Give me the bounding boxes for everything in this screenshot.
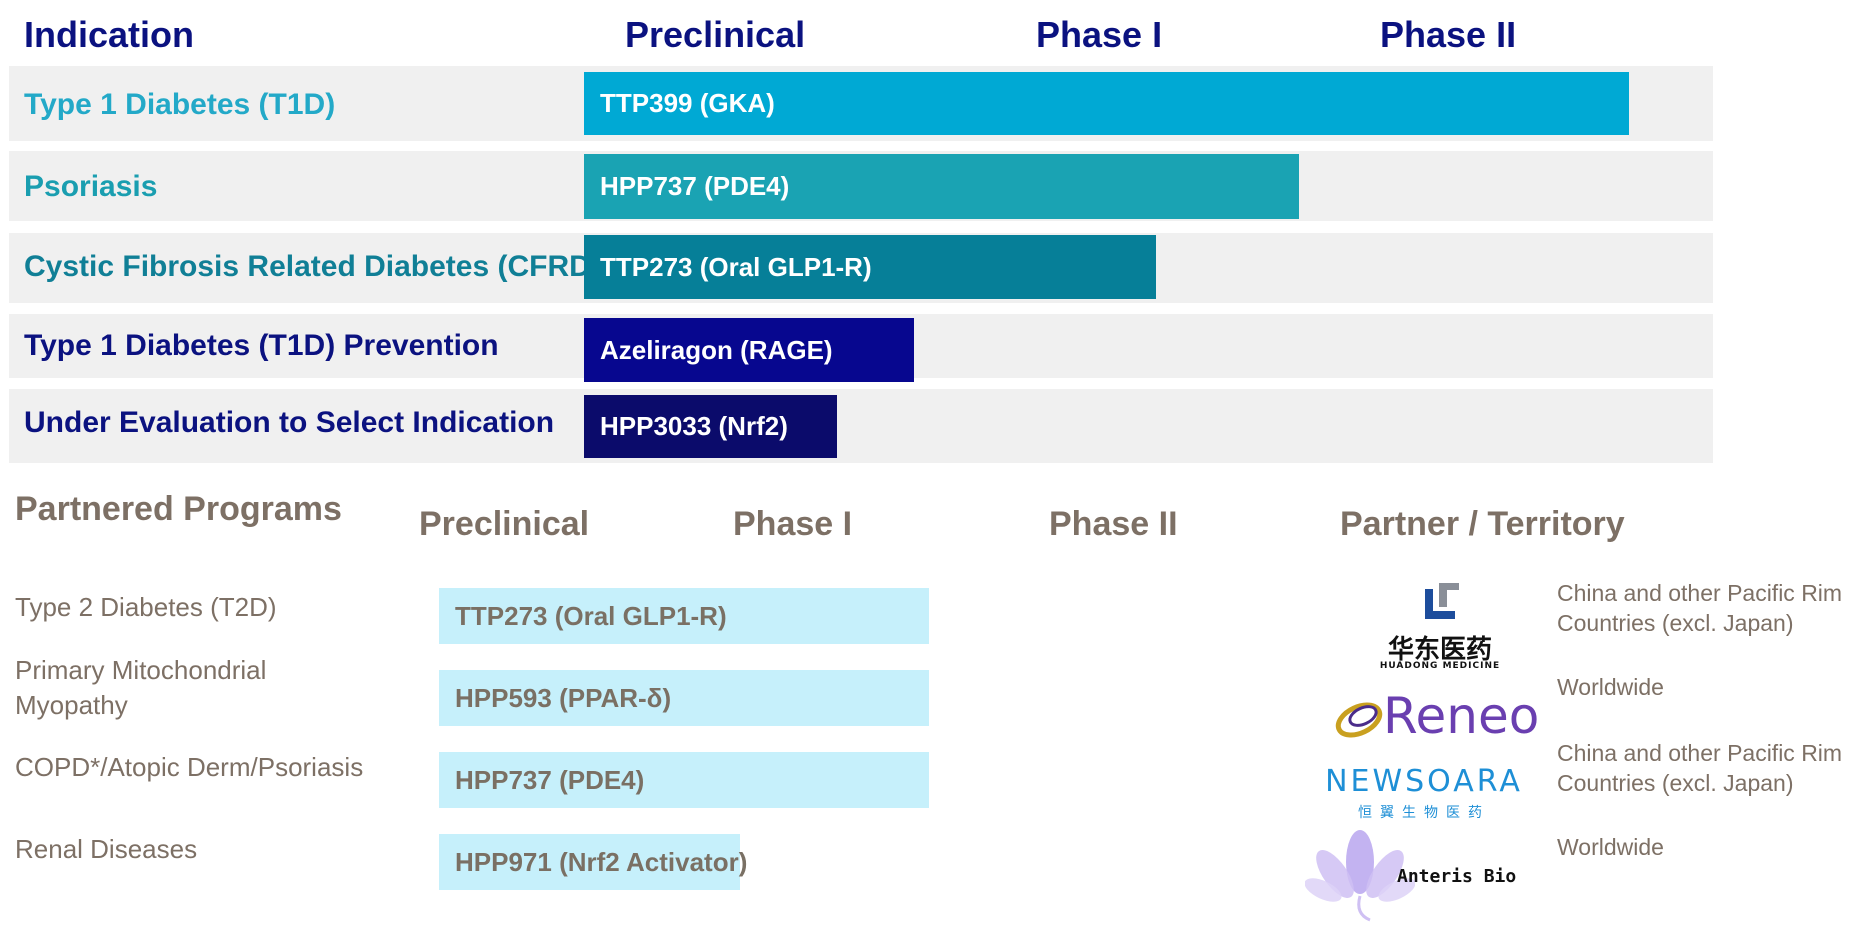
partnered-bar: HPP737 (PDE4) <box>439 752 929 808</box>
huadong-mark-icon <box>1425 583 1459 619</box>
indication-label: Cystic Fibrosis Related Diabetes (CFRD) <box>24 250 601 283</box>
newsoara-logo: NEWSOARA 恒翼生物医药 <box>1300 764 1548 824</box>
partnered-bar: HPP593 (PPAR-δ) <box>439 670 929 726</box>
huadong-chinese-name: 华东医药 <box>1387 635 1492 665</box>
partnered-programs-title: Partnered Programs <box>15 490 342 528</box>
partnered-header-phase1: Phase I <box>733 505 853 543</box>
row-background <box>9 389 1713 463</box>
pipeline-bar: Azeliragon (RAGE) <box>584 318 914 382</box>
anteris-bio-wordmark: Anteris Bio <box>1397 866 1517 887</box>
pipeline-bar: TTP399 (GKA) <box>584 72 1629 135</box>
partner-territory: China and other Pacific Rim Countries (e… <box>1557 740 1843 796</box>
huadong-english-name: HUADONG MEDICINE <box>1379 661 1501 671</box>
partnered-indication-label: COPD*/Atopic Derm/Psoriasis <box>15 752 364 782</box>
partnered-indication-label: Type 2 Diabetes (T2D) <box>15 592 277 622</box>
indication-label: Psoriasis <box>24 170 158 203</box>
header-preclinical: Preclinical <box>625 14 806 55</box>
reneo-logo: Reneo <box>1333 688 1553 744</box>
indication-label: Type 1 Diabetes (T1D) <box>24 88 336 121</box>
anteris-bio-logo: Anteris Bio <box>1305 826 1555 922</box>
partnered-header-partner-territory: Partner / Territory <box>1340 505 1625 543</box>
partnered-bar: TTP273 (Oral GLP1-R) <box>439 588 929 644</box>
partnered-indication-label: Renal Diseases <box>15 834 198 864</box>
newsoara-chinese-name: 恒翼生物医药 <box>1358 805 1490 821</box>
partnered-bar: HPP971 (Nrf2 Activator) <box>439 834 747 890</box>
newsoara-wordmark: NEWSOARA <box>1325 764 1523 799</box>
partner-territory: China and other Pacific Rim Countries (e… <box>1557 580 1843 636</box>
pipeline-bar: HPP737 (PDE4) <box>584 154 1299 219</box>
partnered-header-preclinical: Preclinical <box>419 505 590 543</box>
header-phase1: Phase I <box>1036 14 1163 55</box>
partnered-indication-label: Primary Mitochondrial Myopathy <box>15 655 267 720</box>
partner-territory: Worldwide <box>1557 834 1664 860</box>
pipeline-bar: TTP273 (Oral GLP1-R) <box>584 235 1156 299</box>
lotus-flower-icon <box>1305 830 1415 922</box>
reneo-swirl-icon <box>1335 702 1383 738</box>
pipeline-bar: HPP3033 (Nrf2) <box>584 395 837 458</box>
header-phase2: Phase II <box>1380 14 1517 55</box>
indication-label: Type 1 Diabetes (T1D) Prevention <box>24 329 499 362</box>
indication-label: Under Evaluation to Select Indication <box>24 406 555 439</box>
reneo-wordmark: Reneo <box>1383 687 1540 745</box>
partnered-header-phase2: Phase II <box>1049 505 1178 543</box>
huadong-medicine-logo: 华东医药 HUADONG MEDICINE <box>1375 583 1505 673</box>
header-indication: Indication <box>24 14 194 55</box>
partner-territory: Worldwide <box>1557 674 1664 700</box>
